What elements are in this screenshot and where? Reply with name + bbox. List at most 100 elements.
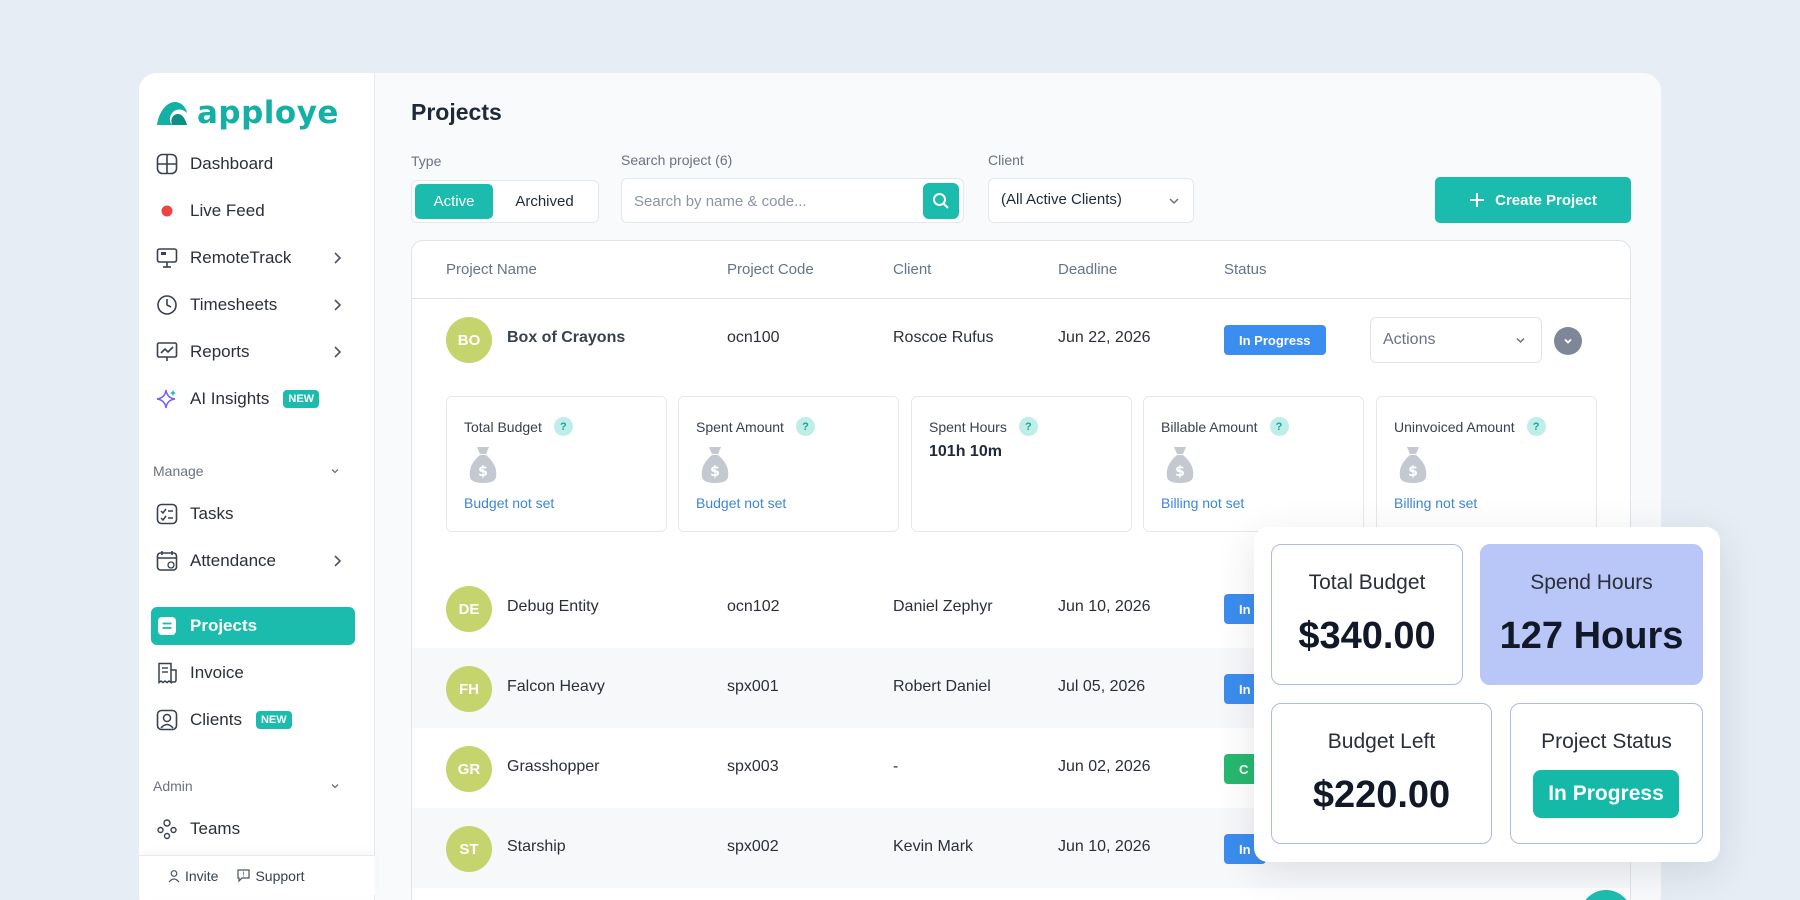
table-row[interactable]: DE Debug Entity ocn102 Daniel Zephyr Jun…: [412, 568, 1630, 648]
project-name[interactable]: Debug Entity: [507, 598, 599, 615]
help-icon[interactable]: ?: [1269, 417, 1289, 436]
chart-board-icon: [156, 341, 178, 363]
svg-text:$: $: [1408, 464, 1418, 480]
detail-card-billable-amount: Billable Amount? $ Billing not set: [1143, 396, 1364, 532]
client-select[interactable]: (All Active Clients): [988, 178, 1194, 223]
help-icon[interactable]: ?: [795, 417, 815, 436]
project-name[interactable]: Grasshopper: [507, 758, 600, 775]
card-note[interactable]: Budget not set: [696, 495, 787, 511]
header-project-name[interactable]: Project Name: [446, 261, 537, 278]
sidebar-item-label: Dashboard: [190, 154, 274, 173]
svg-text:$: $: [1175, 464, 1185, 480]
create-project-button[interactable]: Create Project: [1435, 177, 1631, 223]
sidebar-item-remotetrack[interactable]: RemoteTrack: [151, 239, 355, 277]
sidebar-item-label: Live Feed: [190, 201, 265, 220]
type-toggle: Active Archived: [411, 180, 599, 223]
logo-icon: [157, 102, 187, 125]
money-bag-icon: $: [701, 447, 729, 483]
invite-link[interactable]: Invite: [167, 868, 218, 884]
user-icon: [156, 709, 178, 731]
table-header: Project Name Project Code Client Deadlin…: [412, 241, 1630, 299]
card-title: Total Budget: [464, 418, 542, 435]
search-input[interactable]: [634, 189, 914, 213]
type-active-option[interactable]: Active: [415, 184, 493, 219]
chat-fab-button[interactable]: [1580, 890, 1632, 900]
detail-card-spent-hours: Spent Hours? 101h 10m: [911, 396, 1132, 532]
money-bag-icon: $: [1399, 447, 1427, 483]
header-project-code[interactable]: Project Code: [727, 261, 814, 278]
search-icon: [933, 193, 949, 209]
section-admin[interactable]: Admin: [153, 778, 353, 794]
summary-label: Project Status: [1541, 730, 1672, 753]
sidebar-item-live-feed[interactable]: Live Feed: [151, 192, 355, 230]
avatar: FH: [446, 666, 492, 712]
chevron-right-icon: [334, 299, 342, 311]
header-client[interactable]: Client: [893, 261, 932, 278]
table-row[interactable]: GR Grasshopper spx003 - Jun 02, 2026 C: [412, 728, 1630, 808]
avatar: BO: [446, 317, 492, 363]
table-row[interactable]: ST Starship spx002 Kevin Mark Jun 10, 20…: [412, 808, 1630, 888]
create-project-label: Create Project: [1495, 191, 1597, 209]
project-deadline: Jun 10, 2026: [1058, 598, 1151, 615]
sidebar-item-projects[interactable]: Projects: [151, 607, 355, 645]
sidebar-item-attendance[interactable]: Attendance: [151, 542, 355, 580]
search-button[interactable]: [923, 183, 959, 219]
actions-dropdown[interactable]: Actions: [1370, 317, 1542, 363]
sidebar-item-dashboard[interactable]: Dashboard: [151, 145, 355, 183]
project-icon: [156, 615, 178, 637]
status-badge: In Progress: [1224, 325, 1326, 355]
chevron-right-icon: [334, 555, 342, 567]
sidebar-item-label: Attendance: [190, 551, 277, 570]
collapse-row-button[interactable]: [1554, 327, 1582, 355]
card-note[interactable]: Billing not set: [1394, 495, 1478, 511]
avatar: GR: [446, 746, 492, 792]
summary-project-status: Project Status In Progress: [1510, 703, 1703, 844]
svg-text:!: !: [243, 871, 246, 879]
page-title: Projects: [411, 99, 502, 125]
summary-budget-left: Budget Left $220.00: [1271, 703, 1492, 844]
sidebar-item-invoice[interactable]: Invoice: [151, 654, 355, 692]
chevron-down-icon: [331, 784, 339, 789]
invite-label: Invite: [185, 867, 219, 884]
card-value: 101h 10m: [929, 443, 1002, 460]
project-summary-overlay: Total Budget $340.00 Spend Hours 127 Hou…: [1254, 527, 1720, 862]
type-archived-option[interactable]: Archived: [515, 193, 574, 210]
project-name[interactable]: Starship: [507, 838, 566, 855]
header-deadline[interactable]: Deadline: [1058, 261, 1118, 278]
card-title: Billable Amount: [1161, 418, 1258, 435]
help-icon[interactable]: ?: [553, 417, 573, 436]
live-dot-icon: [156, 200, 178, 222]
summary-label: Spend Hours: [1530, 571, 1653, 594]
sidebar-item-label: Projects: [190, 616, 258, 635]
project-client: Daniel Zephyr: [893, 598, 993, 615]
sidebar-item-clients[interactable]: Clients NEW: [151, 701, 355, 739]
sidebar-item-teams[interactable]: Teams: [151, 810, 355, 848]
help-icon[interactable]: ?: [1526, 417, 1546, 436]
project-deadline: Jun 02, 2026: [1058, 758, 1151, 775]
project-deadline: Jul 05, 2026: [1058, 678, 1146, 695]
client-select-value: (All Active Clients): [1001, 191, 1122, 208]
card-note[interactable]: Billing not set: [1161, 495, 1245, 511]
card-note[interactable]: Budget not set: [464, 495, 555, 511]
header-status[interactable]: Status: [1224, 261, 1267, 278]
sidebar-item-ai-insights[interactable]: AI Insights NEW: [151, 380, 355, 418]
type-label: Type: [411, 153, 442, 169]
avatar: DE: [446, 586, 492, 632]
project-name[interactable]: Falcon Heavy: [507, 678, 605, 695]
logo[interactable]: apploye: [155, 95, 339, 131]
sidebar-item-timesheets[interactable]: Timesheets: [151, 286, 355, 324]
section-manage[interactable]: Manage: [153, 463, 353, 479]
sparkle-icon: [156, 388, 178, 410]
sidebar-item-reports[interactable]: Reports: [151, 333, 355, 371]
project-code: spx002: [727, 838, 779, 855]
svg-text:$: $: [710, 464, 720, 480]
summary-value: $340.00: [1298, 615, 1436, 657]
help-icon[interactable]: ?: [1018, 417, 1038, 436]
project-name[interactable]: Box of Crayons: [507, 329, 626, 346]
sidebar-item-tasks[interactable]: Tasks: [151, 495, 355, 533]
support-label: Support: [255, 867, 305, 884]
table-row[interactable]: BO Box of Crayons ocn100 Roscoe Rufus Ju…: [412, 299, 1630, 379]
plus-icon: [1470, 193, 1485, 207]
support-link[interactable]: ! Support: [236, 867, 305, 884]
project-client: Roscoe Rufus: [893, 329, 994, 346]
